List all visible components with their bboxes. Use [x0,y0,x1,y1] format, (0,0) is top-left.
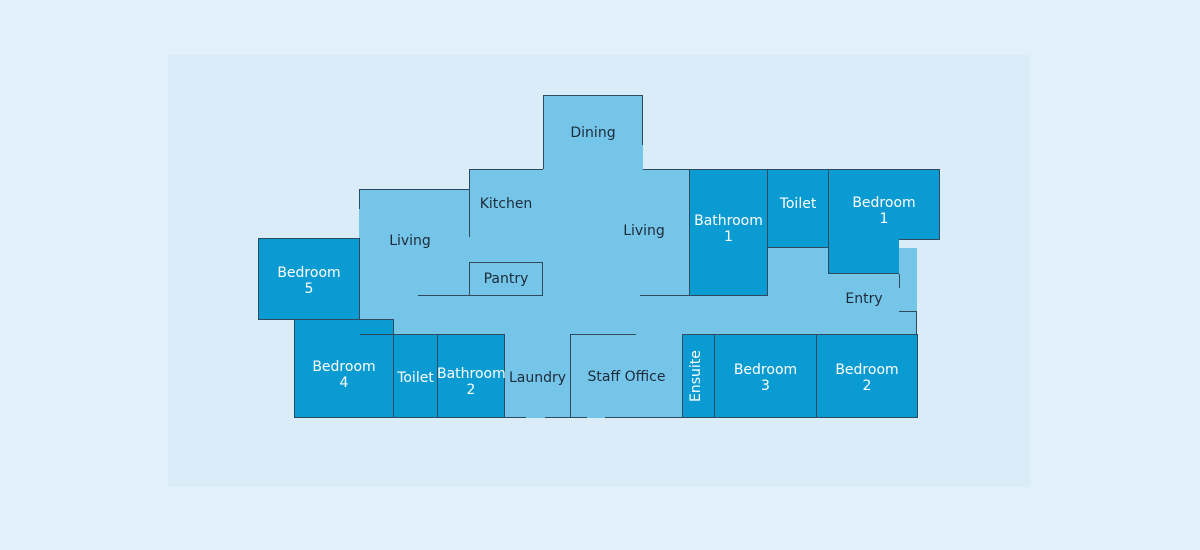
bedroom-2-room [816,334,918,418]
wall [359,189,469,190]
bathroom-2-room [437,334,505,418]
wall [605,417,683,418]
wall [469,169,470,237]
wall [543,95,643,96]
dining-area [543,95,643,170]
bedroom-4-room [294,319,394,418]
laundry-room [504,334,571,418]
wall [571,334,636,335]
wall [642,95,643,145]
central-living-area [543,169,689,296]
bedroom-3-label: Bedroom 3 [733,362,798,394]
staff-office-label: Staff Office [587,369,666,385]
bedroom-1-label: Bedroom 1 [852,195,916,227]
wall [359,189,360,209]
wall [643,169,689,170]
bedroom-5-label: Bedroom 5 [277,265,341,297]
bedroom-5-room [258,238,360,320]
entry-label: Entry [845,291,883,307]
wall [469,262,543,263]
wall [545,417,587,418]
wall [469,169,543,170]
toilet-top-label: Toilet [779,196,817,212]
kitchen-label: Kitchen [479,196,533,212]
staff-office-room [571,334,682,418]
wall [418,295,543,296]
living-center-label: Living [623,223,665,239]
laundry-label: Laundry [508,370,567,386]
wall [360,334,394,335]
wall [542,262,543,296]
wall [899,311,917,312]
pantry-area [469,237,543,296]
pantry-label: Pantry [483,271,529,287]
living-left-label: Living [389,233,431,249]
wall [570,334,571,418]
bathroom-2-label: Bathroom 2 [437,366,506,398]
wall [640,295,689,296]
bedroom-1-room-lower [828,238,899,274]
wall [504,417,526,418]
bedroom-4-label: Bedroom 4 [312,359,376,391]
dining-label: Dining [570,125,616,141]
bedroom-2-label: Bedroom 2 [835,362,899,394]
bathroom-1-label: Bathroom 1 [694,213,763,245]
toilet-bottom-label: Toilet [397,370,434,386]
wall [916,311,917,335]
toilet-bottom-room [393,334,438,418]
wall [543,95,544,169]
wall [469,262,470,296]
ensuite-label: Ensuite [688,350,704,402]
left-living-area [359,189,469,296]
kitchen-area [469,169,543,237]
wall [899,274,900,288]
